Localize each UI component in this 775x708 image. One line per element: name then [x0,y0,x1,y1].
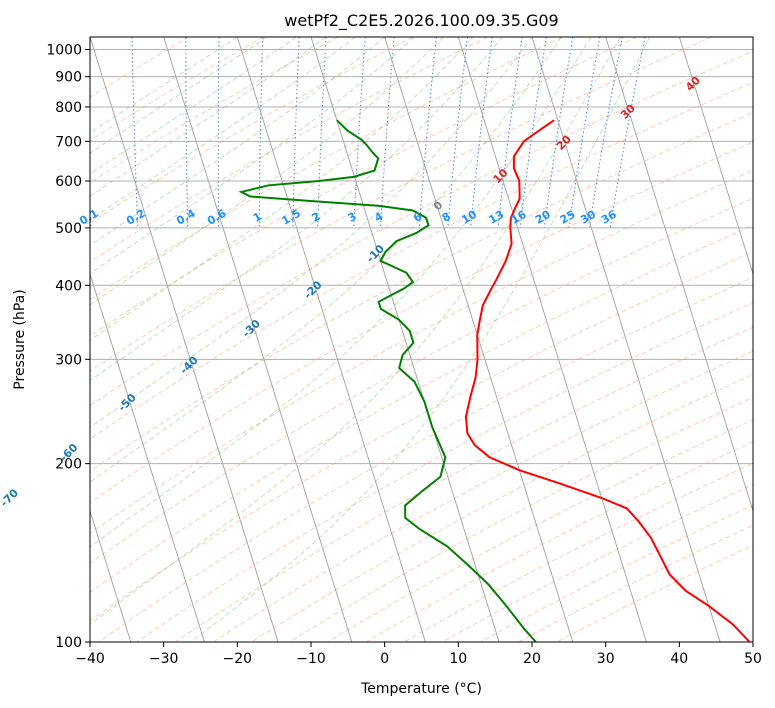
y-tick-label: 100 [55,635,82,651]
mixing-ratio-line [543,37,574,228]
moist-adiabat-line [90,37,562,483]
isotherm-line [752,37,753,39]
isotherm-line [236,37,426,642]
moist-adiabat-line [90,37,415,275]
dry-adiabat-line [251,374,753,642]
dry-adiabat-line [90,37,264,142]
isotherm-line [90,37,279,642]
dry-adiabat-line [365,441,753,642]
y-tick-label: 300 [55,352,82,368]
y-tick-label: 500 [55,221,82,237]
isotherm-line [384,37,574,642]
isotherm-line [0,37,57,642]
mixing-ratio-line [568,37,601,228]
isotherm-line [90,509,132,642]
plot-frame [89,36,754,643]
x-tick-label: −20 [223,651,253,667]
y-tick-label: 1000 [46,43,82,59]
x-axis-label: Temperature (°C) [360,681,482,697]
dry-adiabat-line [403,462,753,642]
mixing-ratio-line [519,37,547,228]
dry-adiabat-line [98,276,753,642]
isotherm-label: -70 [0,486,21,509]
mixing-ratio-line [609,37,646,228]
x-tick-label: 50 [744,651,762,667]
y-tick-label: 700 [55,134,82,150]
y-tick-label: 600 [55,174,82,190]
moist-adiabat-line [90,37,474,341]
moist-adiabat-line [90,37,621,625]
x-tick-label: 30 [597,651,615,667]
isotherm-line [310,37,500,642]
moist-adiabat-line [90,37,385,247]
moist-adiabat-line [90,37,592,548]
dry-adiabat-line [90,37,339,184]
dry-adiabat-line [90,197,753,564]
y-tick-label: 200 [55,457,82,473]
dry-adiabat-line [213,350,753,642]
dry-adiabat-line [90,37,414,224]
x-tick-label: −10 [296,651,326,667]
temperature-profile-line [464,119,751,642]
mixing-ratio-line [497,37,523,228]
plot-background [90,37,753,642]
isotherm-line [605,37,753,513]
x-tick-label: 0 [380,651,389,667]
isotherm-line [531,37,721,642]
dry-adiabat-line [90,251,753,622]
mixing-ratio-line [588,37,623,228]
y-tick-label: 400 [55,278,82,294]
mixing-ratio-line [470,37,493,228]
dry-adiabat-line [136,302,753,642]
dry-adiabat-line [90,112,753,472]
isotherm-line [457,37,647,642]
mixing-ratio-line [447,37,469,228]
chart-title: wetPf2_C2E5.2026.100.09.35.G09 [284,11,558,31]
dewpoint-profile-line [238,119,537,642]
grid-layer [0,37,753,642]
dry-adiabat-line [90,50,753,407]
x-tick-label: 20 [523,651,541,667]
dry-adiabat-line [90,37,712,373]
axis-ticks-layer: −40 −30 −20 −10 0 10 20 30 40 50 1000 900 800 700 600 5… [46,43,762,667]
series-layer [238,119,751,642]
x-tick-label: −40 [75,651,105,667]
moist-adiabat-line [90,37,533,429]
y-tick-label: 800 [55,100,82,116]
isotherm-line [678,37,753,276]
x-tick-label: 40 [670,651,688,667]
y-axis-label: Pressure (hPa) [12,289,28,389]
dry-adiabat-line [90,224,753,593]
moist-adiabat-line [90,37,297,175]
x-tick-label: −30 [149,651,179,667]
dry-adiabat-line [90,37,563,301]
y-tick-label: 900 [55,70,82,86]
isotherm-line [163,37,353,642]
dry-adiabat-line [518,524,753,642]
isotherm-line [90,272,205,642]
x-tick-label: 10 [449,651,467,667]
